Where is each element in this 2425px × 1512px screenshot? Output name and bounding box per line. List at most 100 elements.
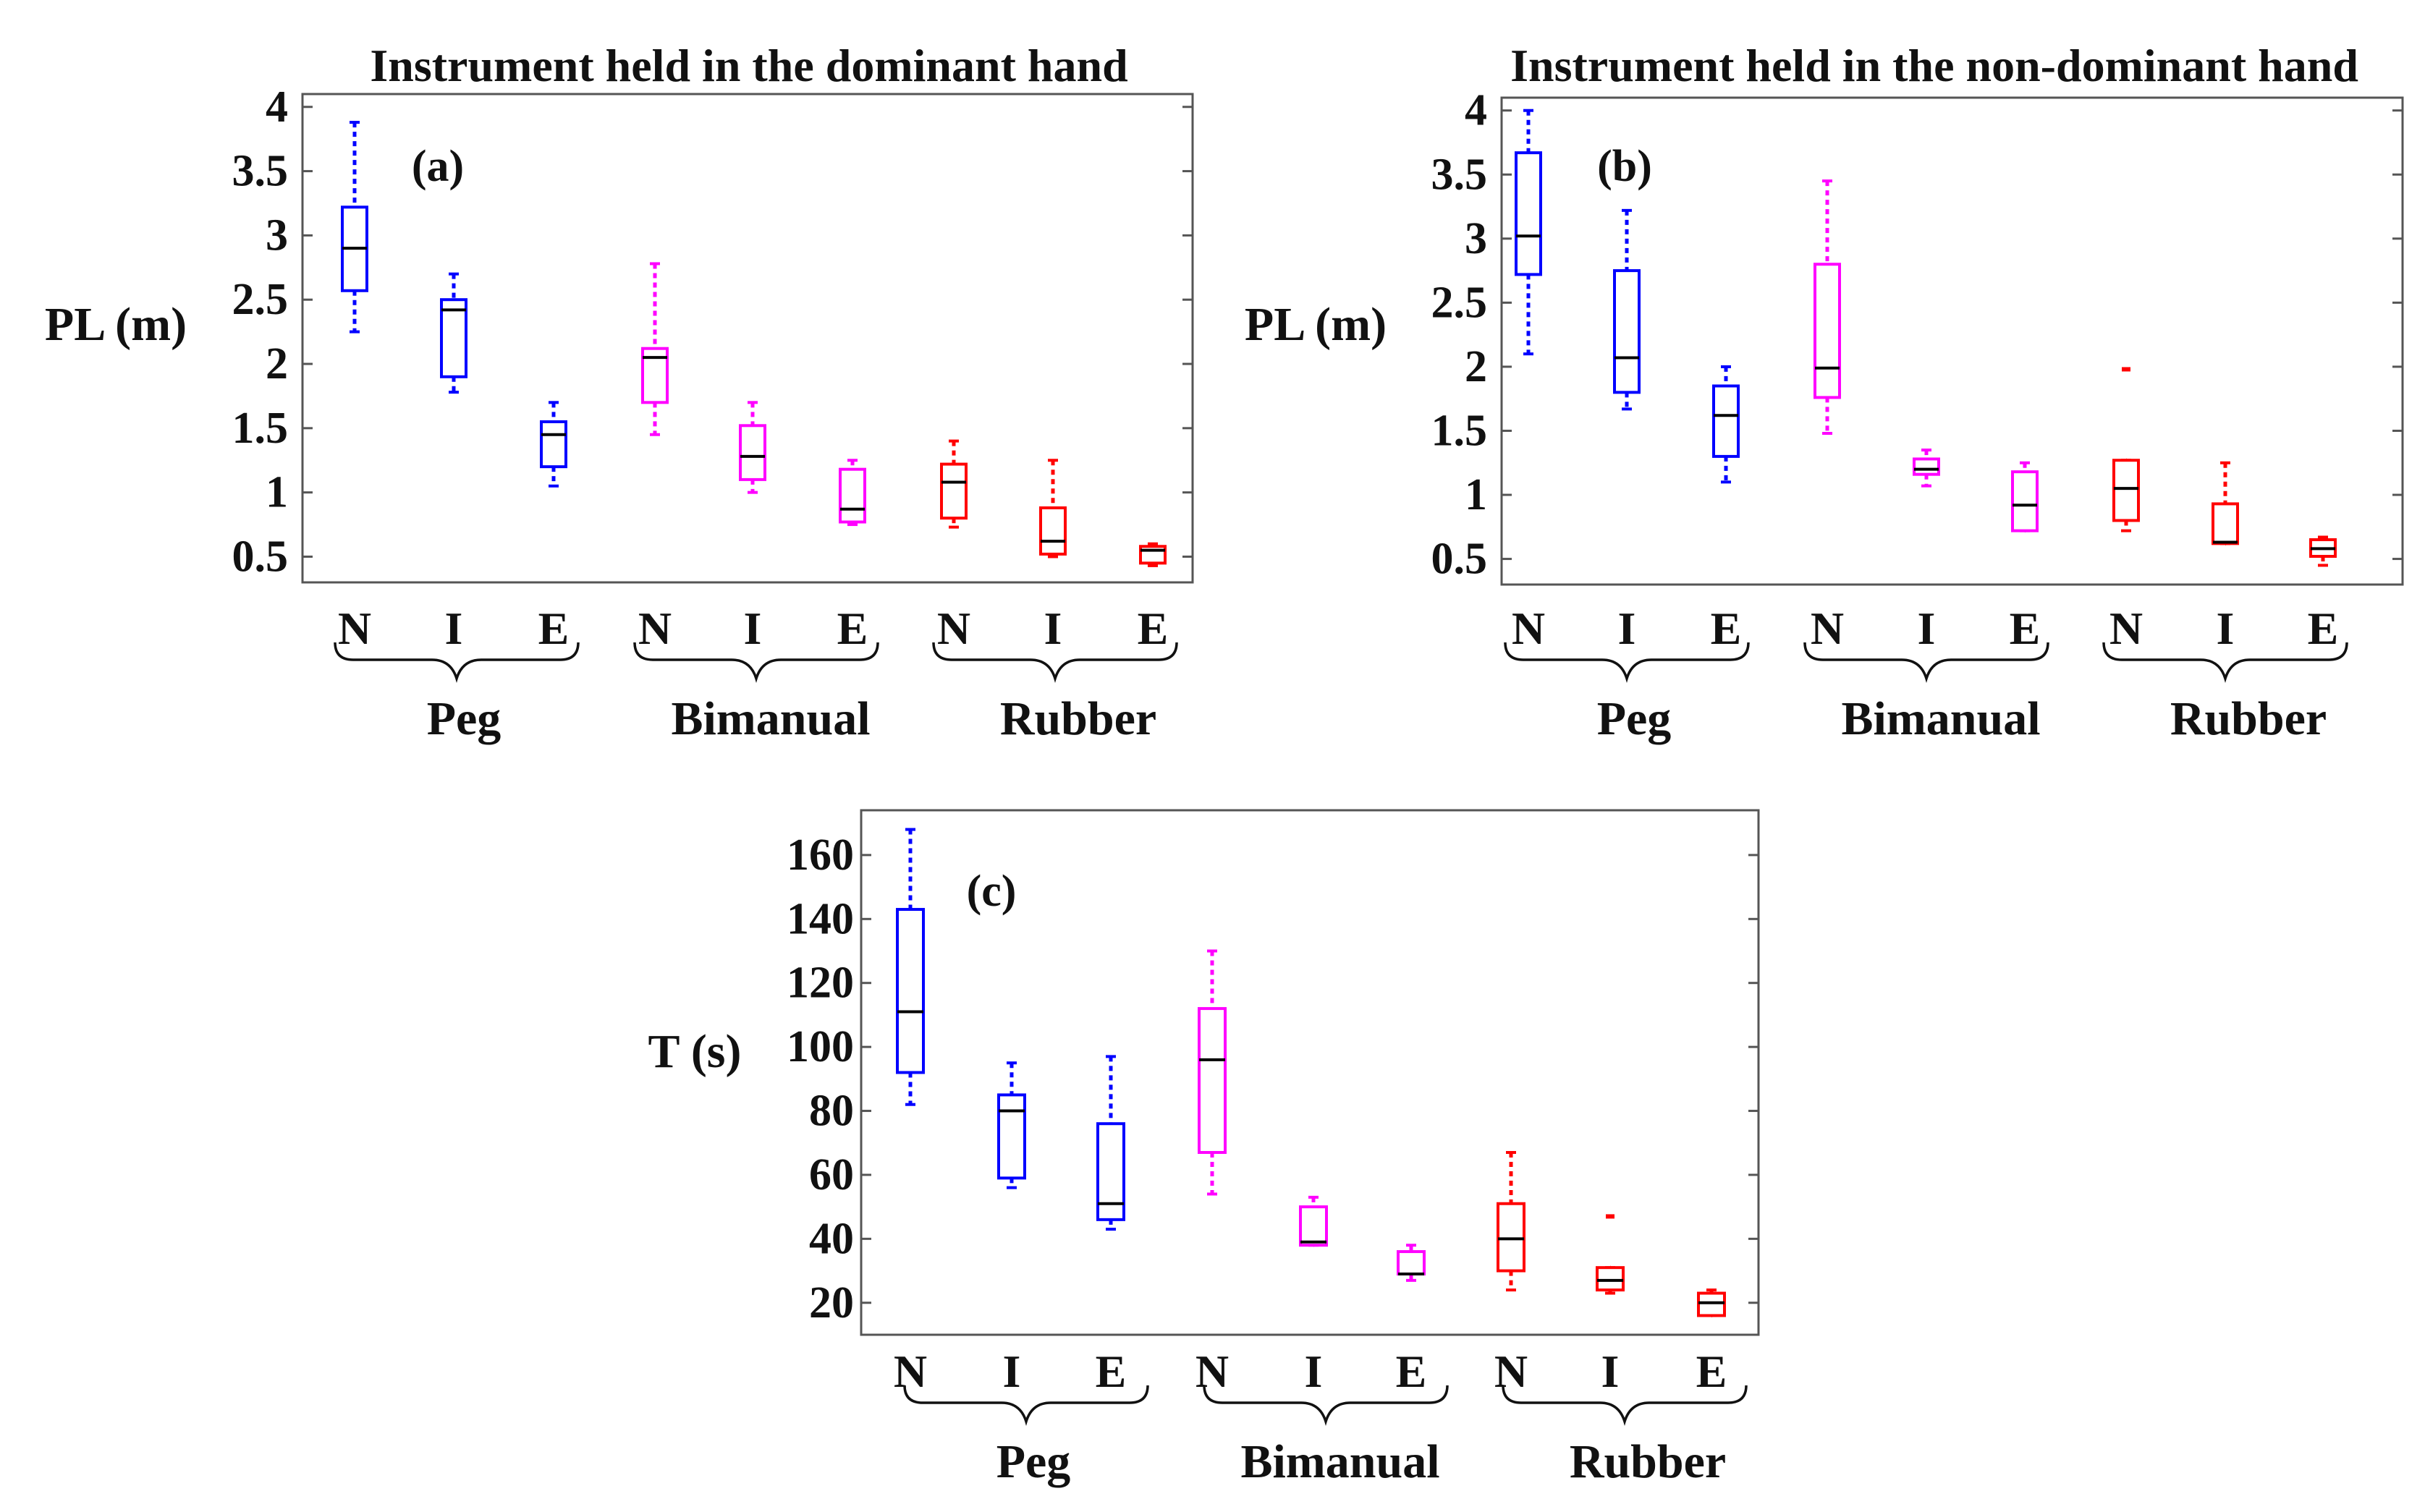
panel-b-category-label: E	[2308, 603, 2339, 654]
panel-c-brace-rubber	[1502, 1385, 1748, 1426]
panel-b-ytick-label: 4	[1465, 86, 1487, 135]
panel-c-ytick-label: 160	[787, 831, 854, 880]
boxplot-rubber-e	[1697, 1288, 1726, 1317]
panel-a-group-bimanual: Bimanual	[671, 692, 870, 745]
boxplot-bimanual-n	[1198, 949, 1227, 1196]
boxplot-bimanual-i	[739, 401, 766, 494]
boxplot-peg-e	[1096, 1055, 1125, 1231]
panel-b-category-label: I	[1618, 603, 1636, 654]
panel-a-category-label: E	[1138, 603, 1169, 654]
panel-b-group-rubber: Rubber	[2170, 692, 2327, 745]
iqr-box	[839, 467, 866, 524]
panel-b-boxes	[1515, 109, 2337, 567]
panel-a-y-ticks: 0.5 1 1.5 2 2.5 3 3.5 4	[232, 82, 1193, 581]
panel-b-ylabel: PL (m)	[1245, 298, 1387, 351]
iqr-box	[1299, 1205, 1328, 1247]
panel-b-category-label: I	[1918, 603, 1936, 654]
iqr-box	[2011, 470, 2039, 532]
iqr-box	[1613, 269, 1641, 394]
panel-a-category-label: E	[837, 603, 868, 654]
panel-a-title: Instrument held in the dominant hand	[370, 40, 1127, 91]
boxplot-peg-i	[440, 272, 467, 394]
panel-a-category-label: N	[638, 603, 672, 654]
boxplot-rubber-n	[940, 439, 968, 529]
iqr-box	[440, 298, 467, 378]
boxplot-peg-i	[1613, 208, 1641, 411]
panel-c-ytick-label: 120	[787, 959, 854, 1008]
panel-b-category-label: N	[1512, 603, 1545, 654]
panel-b-category-label: N	[1811, 603, 1844, 654]
panel-b-category-label: E	[2010, 603, 2041, 654]
panel-c-brace-peg	[903, 1385, 1149, 1426]
panel-b-ytick-label: 0.5	[1431, 535, 1488, 584]
panel-c-category-label: E	[1696, 1346, 1727, 1397]
panel-c-ytick-label: 140	[787, 894, 854, 943]
panel-a-ylabel: PL (m)	[45, 298, 187, 351]
panel-c-y-ticks: 20 40 60 80 100 120 140 160	[787, 831, 1759, 1328]
panel-a-ytick-label: 1	[266, 468, 288, 517]
boxplot-rubber-i	[1039, 459, 1067, 558]
panel-c-brace-bimanual	[1203, 1385, 1449, 1426]
panel-b-category-label: N	[2109, 603, 2143, 654]
iqr-box	[2212, 502, 2239, 545]
panel-a-ytick-label: 3	[266, 211, 288, 260]
iqr-box	[1697, 1291, 1726, 1317]
panel-b-category-label: I	[2217, 603, 2235, 654]
panel-b-ytick-label: 1.5	[1431, 406, 1488, 455]
panel-c-ytick-label: 20	[809, 1278, 854, 1328]
panel-b-group-bimanual: Bimanual	[1841, 692, 2040, 745]
panel-b-category-label: E	[1711, 603, 1742, 654]
panel-c-ytick-label: 100	[787, 1022, 854, 1071]
iqr-box	[1596, 1266, 1625, 1292]
panel-c-category-label: N	[1494, 1346, 1528, 1397]
panel-b-y-ticks: 0.5 1 1.5 2 2.5 3 3.5 4	[1431, 86, 2403, 584]
boxplot-peg-n	[341, 121, 368, 334]
panel-b-group-peg: Peg	[1597, 692, 1672, 745]
boxplot-rubber-n	[1497, 1151, 1525, 1292]
panel-a-category-label: N	[937, 603, 970, 654]
boxplot-rubber-n	[2112, 367, 2140, 532]
panel-a-category-label: I	[744, 603, 762, 654]
panel-a-brace-bimanual	[633, 642, 879, 683]
panel-a-label: (a)	[412, 142, 464, 191]
boxplot-rubber-i	[2212, 461, 2239, 545]
boxplot-rubber-e	[2309, 535, 2337, 567]
panel-c-category-label: E	[1396, 1346, 1427, 1397]
boxplot-bimanual-n	[1814, 179, 1841, 436]
iqr-box	[1096, 1122, 1125, 1221]
panel-c-category-label: E	[1096, 1346, 1127, 1397]
panel-a-category-label: E	[538, 603, 570, 654]
boxplot-peg-n	[896, 828, 925, 1106]
iqr-box	[2112, 459, 2140, 522]
boxplot-peg-n	[1515, 109, 1542, 356]
panel-a-plot-frame	[301, 93, 1194, 584]
panel-a-ytick-label: 2.5	[232, 275, 289, 324]
iqr-box	[940, 462, 968, 520]
iqr-box	[1198, 1007, 1227, 1155]
panel-c-category-label: I	[1305, 1346, 1323, 1397]
panel-b-ytick-label: 2	[1465, 342, 1487, 391]
panel-c-category-label: I	[1003, 1346, 1021, 1397]
panel-c-plot-frame	[860, 809, 1760, 1336]
iqr-box	[739, 424, 766, 481]
panel-a-ytick-label: 3.5	[232, 147, 289, 196]
panel-c: T (s) (c) 20 40 60 80 100 120 140 160 N I E N I E N I E…	[648, 809, 1760, 1488]
panel-b-plot-frame	[1500, 96, 2404, 586]
panel-a-ytick-label: 4	[266, 82, 288, 132]
panel-c-ytick-label: 40	[809, 1214, 854, 1263]
panel-b-title: Instrument held in the non-dominant hand	[1510, 40, 2358, 91]
panel-c-ytick-label: 60	[809, 1150, 854, 1199]
iqr-box	[540, 420, 567, 469]
boxplot-bimanual-i	[1913, 449, 1940, 488]
panel-b-brace-peg	[1504, 642, 1750, 683]
panel-b-ytick-label: 3.5	[1431, 150, 1488, 199]
panel-c-label: (c)	[967, 867, 1017, 916]
panel-c-category-label: N	[1195, 1346, 1229, 1397]
panel-a-brace-rubber	[932, 642, 1178, 683]
boxplot-bimanual-e	[839, 459, 866, 527]
iqr-box	[1039, 506, 1067, 556]
panel-a-group-peg: Peg	[427, 692, 501, 745]
